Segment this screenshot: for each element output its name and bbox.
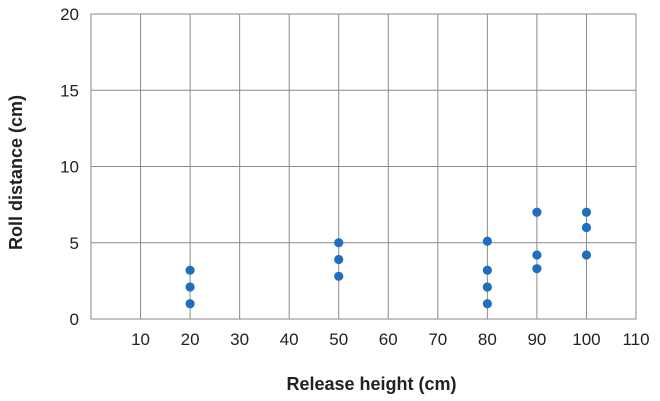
x-tick-label: 80 <box>478 330 497 349</box>
data-point <box>532 264 542 274</box>
data-point <box>185 282 195 292</box>
y-tick-labels: 0 5 10 15 20 <box>60 5 79 329</box>
y-axis-title: Roll distance (cm) <box>6 95 26 250</box>
data-point <box>532 250 542 260</box>
data-point <box>185 299 195 309</box>
data-point <box>482 299 492 309</box>
data-point <box>334 238 344 248</box>
y-tick-label: 0 <box>70 310 79 329</box>
y-tick-label: 5 <box>70 234 79 253</box>
data-point <box>334 254 344 265</box>
data-point <box>482 265 492 275</box>
x-tick-label: 10 <box>131 330 150 349</box>
x-tick-label: 40 <box>280 330 299 349</box>
x-tick-label: 50 <box>329 330 348 349</box>
data-point <box>581 207 592 217</box>
x-tick-label: 70 <box>428 330 447 349</box>
data-point <box>581 222 592 233</box>
data-point <box>482 236 492 246</box>
data-point <box>334 271 344 281</box>
data-point <box>482 282 492 292</box>
data-point <box>581 250 592 260</box>
data-points <box>185 207 592 309</box>
data-point <box>532 207 542 217</box>
plot-frame <box>90 13 637 320</box>
x-tick-label: 100 <box>572 330 600 349</box>
x-tick-label: 90 <box>527 330 546 349</box>
grid-layer <box>91 13 637 320</box>
x-tick-label: 60 <box>379 330 398 349</box>
x-tick-labels: 10 20 30 40 50 60 70 80 90 100 110 <box>131 330 649 349</box>
x-tick-label: 110 <box>622 330 649 349</box>
x-tick-label: 30 <box>230 330 249 349</box>
y-tick-label: 10 <box>60 158 79 177</box>
x-axis-title: Release height (cm) <box>286 374 456 394</box>
data-point <box>185 265 195 275</box>
x-tick-label: 20 <box>181 330 200 349</box>
y-tick-label: 15 <box>60 81 79 100</box>
y-tick-label: 20 <box>60 5 79 24</box>
